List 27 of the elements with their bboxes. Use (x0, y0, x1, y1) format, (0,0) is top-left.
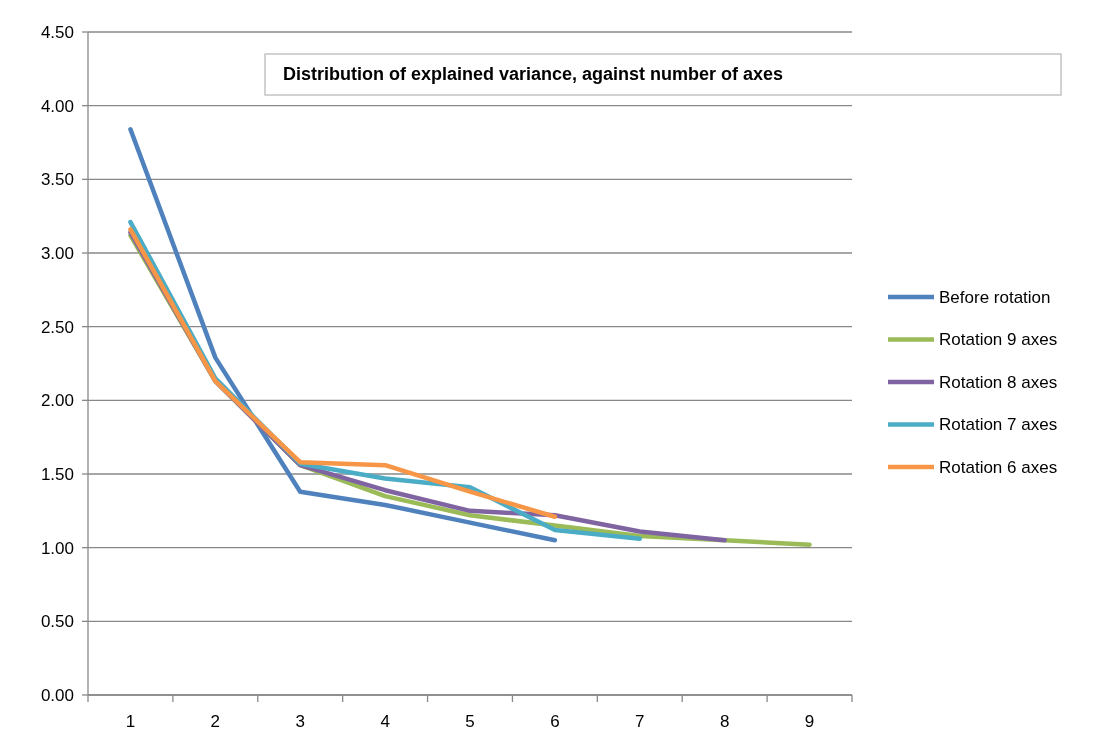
y-tick-label: 0.00 (40, 685, 74, 705)
text: Distribution of explained variance, against number of axes (283, 64, 784, 85)
y-tick-label: 4.00 (40, 96, 74, 116)
y-tick-label: 0.50 (40, 612, 74, 632)
x-tick-label: 5 (465, 712, 475, 731)
line-series (128, 227, 558, 519)
legend-label: Rotation 8 axes (939, 372, 1058, 392)
y-tick-label: 1.00 (40, 538, 74, 558)
legend-label: Rotation 6 axes (939, 457, 1058, 477)
x-tick-label: 3 (295, 712, 305, 731)
x-tick-label: 7 (635, 712, 645, 731)
legend-label: Rotation 7 axes (939, 415, 1058, 435)
y-tick-label: 2.50 (40, 317, 74, 337)
y-tick-label: 3.00 (40, 243, 74, 263)
x-tick-label: 1 (125, 712, 136, 731)
y-tick-label: 4.50 (40, 22, 74, 42)
legend-label: Before rotation (939, 287, 1051, 307)
x-tick-label: 4 (380, 712, 390, 731)
y-tick-label: 2.00 (40, 391, 74, 411)
x-tick-label: 9 (804, 712, 815, 731)
y-tick-label: 3.50 (40, 170, 74, 190)
line-series (128, 126, 558, 543)
legend-label: Rotation 9 axes (939, 330, 1058, 350)
x-tick-label: 8 (719, 712, 730, 731)
y-tick-label: 1.50 (40, 464, 74, 484)
x-tick-label: 2 (210, 712, 221, 731)
x-tick-label: 6 (550, 712, 560, 731)
